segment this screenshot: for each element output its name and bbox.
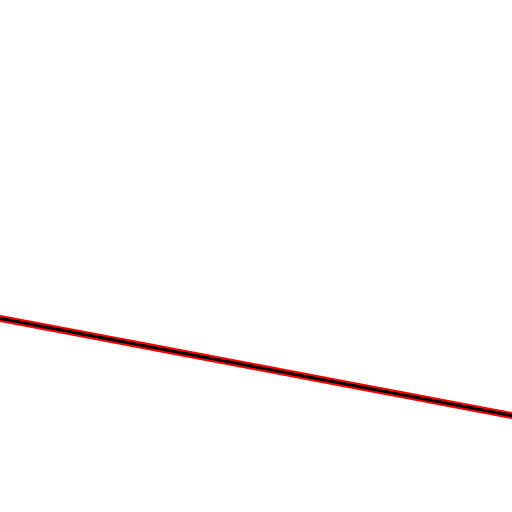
- line-core: [0, 316, 512, 418]
